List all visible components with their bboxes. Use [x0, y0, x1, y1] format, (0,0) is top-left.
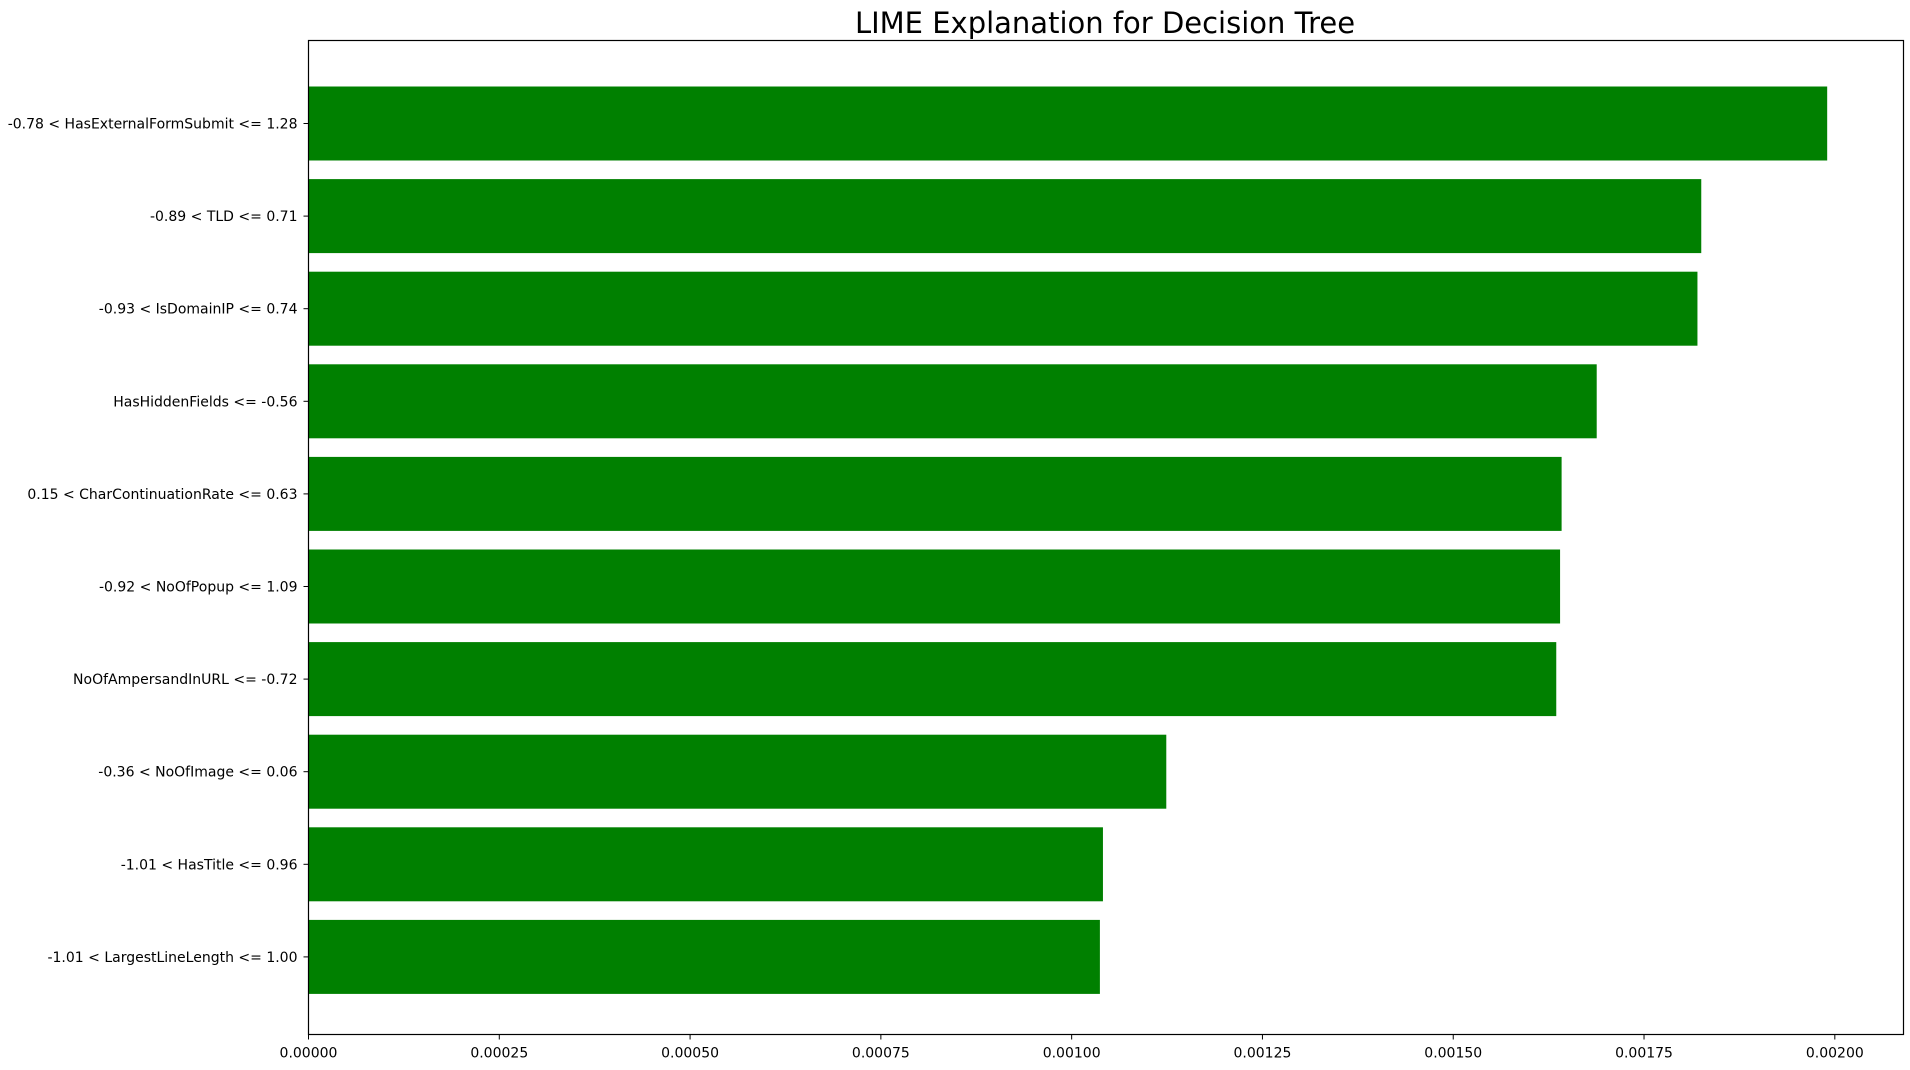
bar — [308, 456, 1562, 531]
bar — [308, 642, 1557, 717]
x-tick-label: 0.00125 — [1233, 1046, 1291, 1062]
y-tick-label: -0.89 < TLD <= 0.71 — [150, 209, 298, 225]
x-axis-ticks: 0.00000 0.00025 0.00050 0.00075 0.00100 0.001… — [280, 1034, 1864, 1062]
bar — [308, 549, 1561, 624]
y-tick-label: -0.92 < NoOfPopup <= 1.09 — [99, 580, 298, 596]
y-tick-label: -0.78 < HasExternalFormSubmit <= 1.28 — [8, 117, 298, 133]
bar — [308, 919, 1100, 994]
y-tick-label: -1.01 < LargestLineLength <= 1.00 — [47, 950, 297, 966]
y-axis-ticks: -0.78 < HasExternalFormSubmit <= 1.28 -0.… — [8, 117, 309, 966]
bar — [308, 827, 1103, 902]
y-tick-label: -0.93 < IsDomainIP <= 0.74 — [99, 302, 298, 318]
bar — [308, 364, 1597, 439]
bar — [308, 734, 1167, 809]
bar — [308, 86, 1828, 161]
plot-frame — [307, 39, 1905, 1036]
x-tick-label: 0.00200 — [1806, 1046, 1864, 1062]
y-tick-label: HasHiddenFields <= -0.56 — [113, 394, 297, 410]
y-tick-label: 0.15 < CharContinuationRate <= 0.63 — [27, 487, 297, 503]
x-tick-label: 0.00025 — [470, 1046, 528, 1062]
x-tick-label: 0.00075 — [852, 1046, 910, 1062]
bar — [308, 179, 1702, 254]
x-tick-label: 0.00175 — [1615, 1046, 1673, 1062]
x-tick-label: 0.00100 — [1043, 1046, 1101, 1062]
chart-title: LIME Explanation for Decision Tree — [855, 6, 1355, 40]
x-tick-label: 0.00050 — [661, 1046, 719, 1062]
bars-group — [308, 86, 1828, 994]
bar — [308, 271, 1698, 346]
y-tick-label: -0.36 < NoOfImage <= 0.06 — [98, 765, 297, 781]
y-tick-label: NoOfAmpersandInURL <= -0.72 — [73, 672, 297, 688]
x-tick-label: 0.00000 — [280, 1046, 338, 1062]
x-tick-label: 0.00150 — [1424, 1046, 1482, 1062]
y-tick-label: -1.01 < HasTitle <= 0.96 — [121, 857, 298, 873]
